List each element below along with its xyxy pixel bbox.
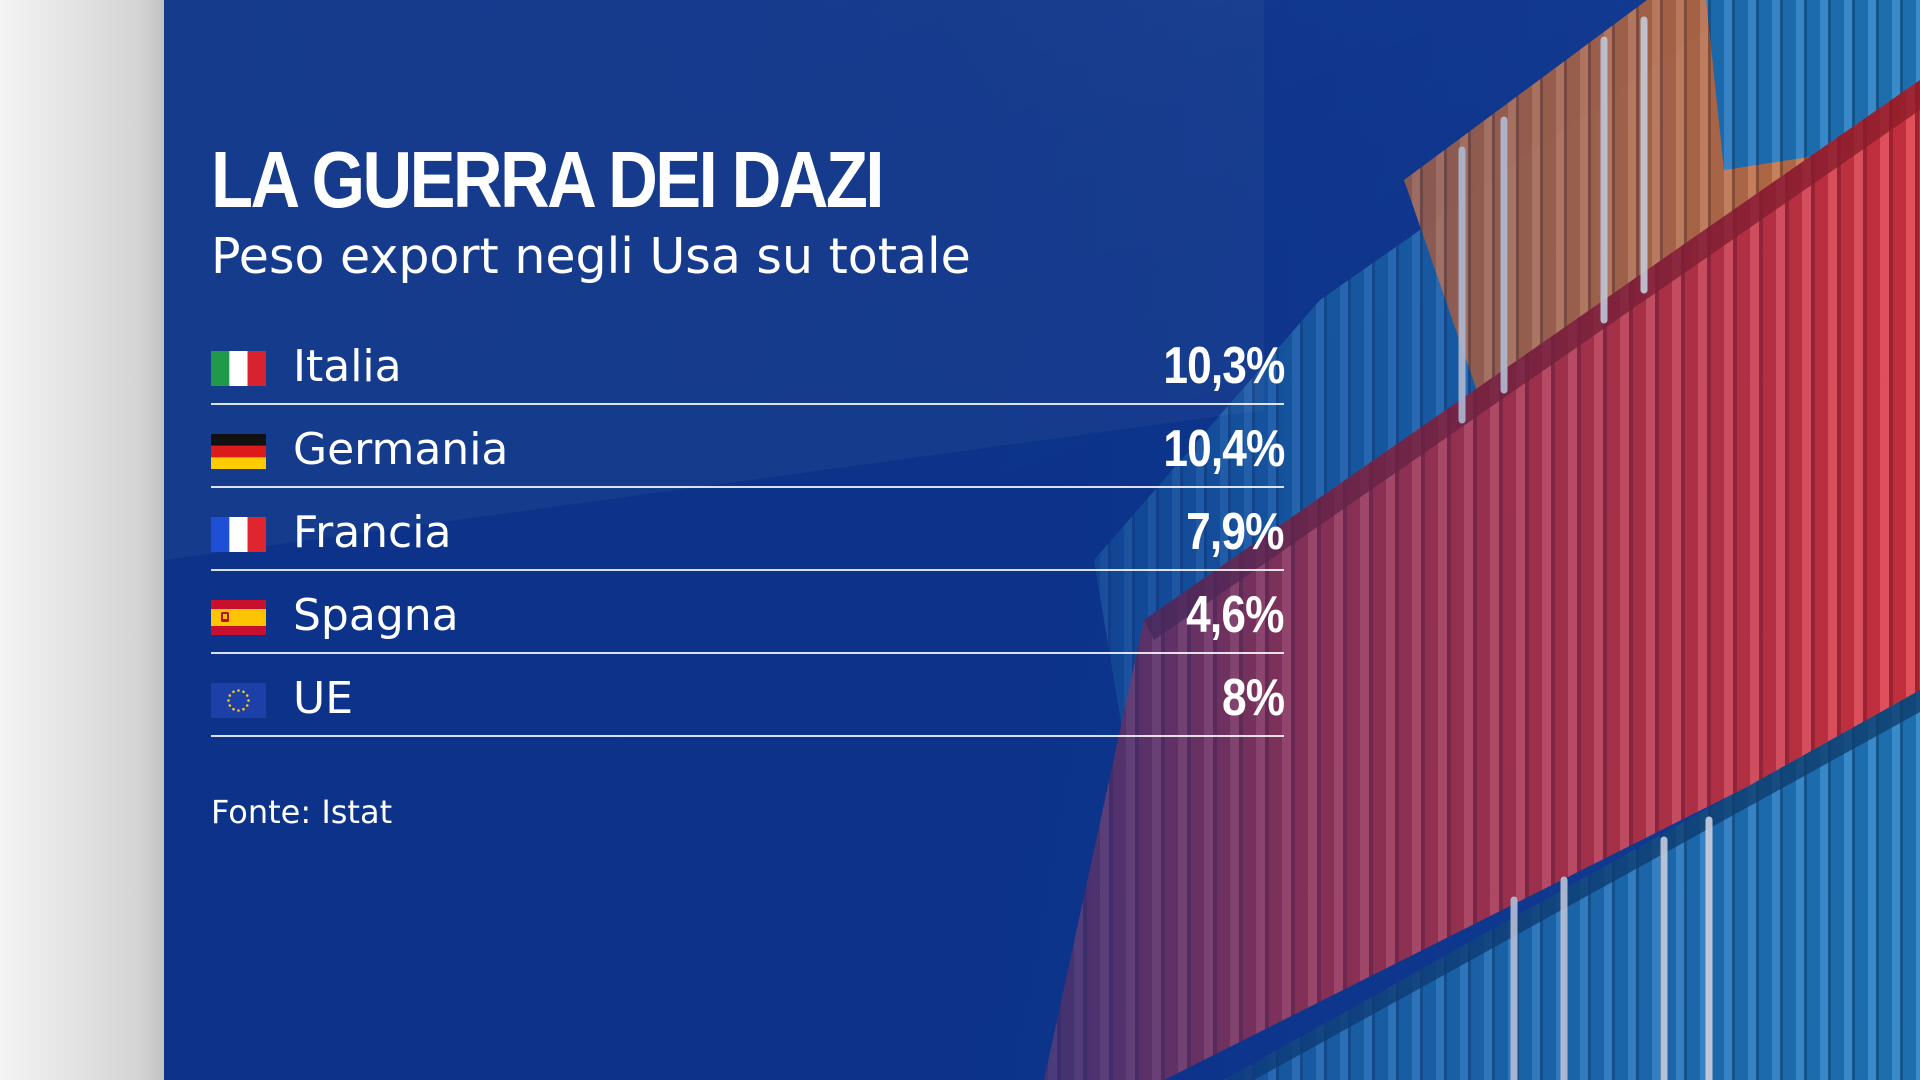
country-label: Germania [293, 424, 509, 475]
table-row-francia: Francia 7,9% [211, 488, 1285, 571]
table-row-germania: Germania 10,4% [211, 405, 1285, 488]
table-row-spagna: Spagna 4,6% [211, 571, 1285, 654]
italy-flag-icon [211, 351, 266, 386]
france-flag-icon [211, 517, 266, 552]
source-note: Fonte: Istat [211, 793, 393, 831]
country-label: UE [293, 673, 354, 724]
value-label: 7,9% [1186, 503, 1285, 561]
country-label: Italia [293, 341, 402, 392]
spain-flag-icon [211, 600, 266, 635]
table-row-ue: UE 8% [211, 654, 1285, 737]
table-row-italia: Italia 10,3% [211, 322, 1285, 405]
value-label: 4,6% [1186, 586, 1285, 644]
value-label: 8% [1221, 669, 1285, 727]
chart-title: LA GUERRA DEI DAZI [211, 135, 884, 224]
country-label: Francia [293, 507, 452, 558]
left-side-bar [0, 0, 164, 1080]
country-label: Spagna [293, 590, 459, 641]
eu-flag-icon [211, 683, 266, 718]
graphic-panel [164, 0, 1920, 1080]
value-label: 10,4% [1162, 420, 1285, 478]
shipping-containers-background [164, 0, 1920, 1080]
value-label: 10,3% [1162, 337, 1285, 395]
export-share-table: Italia 10,3% Germania 10,4% Francia 7,9% [211, 322, 1285, 737]
germany-flag-icon [211, 434, 266, 469]
chart-subtitle: Peso export negli Usa su totale [211, 228, 971, 285]
